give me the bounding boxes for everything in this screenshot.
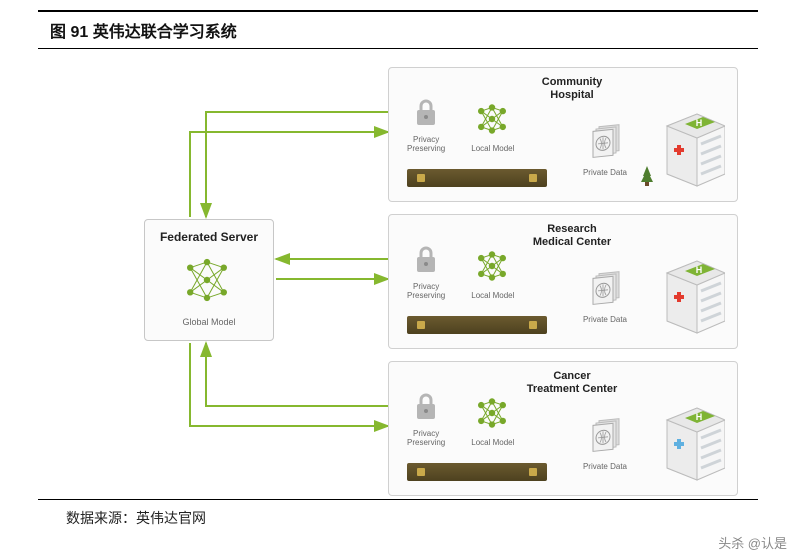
figure-title: 图 91 英伟达联合学习系统 bbox=[50, 18, 758, 42]
lock-icon bbox=[412, 96, 440, 128]
data-source: 数据来源：英伟达官网 bbox=[38, 500, 758, 528]
local-model-label: Local Model bbox=[471, 145, 514, 154]
local-model-nn-icon bbox=[474, 101, 512, 137]
lock-icon bbox=[412, 390, 440, 422]
privacy-label: PrivacyPreserving bbox=[407, 430, 445, 448]
server-rack-icon bbox=[407, 316, 547, 334]
lock-icon bbox=[412, 243, 440, 275]
client-card: CommunityHospital PrivacyPreserving Loca… bbox=[388, 67, 738, 202]
local-model-label: Local Model bbox=[471, 292, 514, 301]
hospital-building-icon: H bbox=[637, 96, 725, 193]
federated-server-title: Federated Server bbox=[145, 230, 273, 244]
svg-text:H: H bbox=[696, 265, 703, 275]
privacy-label: PrivacyPreserving bbox=[407, 283, 445, 301]
figure-title-bar: 图 91 英伟达联合学习系统 bbox=[38, 10, 758, 49]
private-data-icon bbox=[587, 271, 623, 307]
private-data-icon bbox=[587, 418, 623, 454]
svg-text:H: H bbox=[696, 118, 703, 128]
local-model-nn-icon bbox=[474, 248, 512, 284]
private-data-label: Private Data bbox=[583, 315, 627, 324]
hospital-building-icon: H bbox=[637, 243, 725, 340]
private-data-label: Private Data bbox=[583, 168, 627, 177]
client-title: ResearchMedical Center bbox=[517, 223, 627, 249]
server-rack-icon bbox=[407, 463, 547, 481]
server-rack-icon bbox=[407, 169, 547, 187]
private-data-icon bbox=[587, 124, 623, 160]
watermark: 头杀 @认是 bbox=[718, 533, 787, 552]
privacy-label: PrivacyPreserving bbox=[407, 136, 445, 154]
global-model-label: Global Model bbox=[145, 317, 273, 327]
local-model-nn-icon bbox=[474, 395, 512, 431]
private-data-label: Private Data bbox=[583, 462, 627, 471]
hospital-building-icon: H bbox=[637, 390, 725, 487]
global-model-nn-icon bbox=[179, 252, 239, 308]
client-title: CancerTreatment Center bbox=[517, 370, 627, 396]
local-model-label: Local Model bbox=[471, 439, 514, 448]
client-title: CommunityHospital bbox=[517, 76, 627, 102]
svg-text:H: H bbox=[696, 412, 703, 422]
client-card: CancerTreatment Center PrivacyPreserving… bbox=[388, 361, 738, 496]
federated-learning-diagram: Federated Server Global Model CommunityH… bbox=[38, 49, 758, 499]
client-card: ResearchMedical Center PrivacyPreserving… bbox=[388, 214, 738, 349]
federated-server-card: Federated Server Global Model bbox=[144, 219, 274, 341]
